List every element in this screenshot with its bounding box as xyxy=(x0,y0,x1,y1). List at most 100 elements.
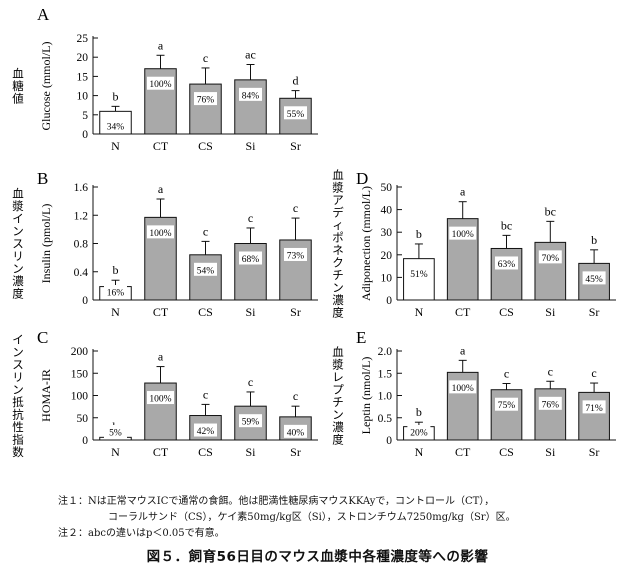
y-axis-label-jp-char: 漿 xyxy=(12,199,24,213)
pct-box xyxy=(449,226,477,240)
pct-label: 71% xyxy=(585,404,603,414)
y-axis-label-jp-char: 度 xyxy=(332,432,344,446)
y-tick-label: 40 xyxy=(381,205,393,217)
pct-label: 76% xyxy=(542,400,560,410)
pct-box xyxy=(582,400,606,414)
y-axis-label-jp: 血糖値 xyxy=(12,67,24,106)
y-tick-label: 0 xyxy=(82,435,88,447)
y-axis-label-jp-char: ン xyxy=(12,262,24,276)
panel-label: B xyxy=(37,169,48,188)
pct-box xyxy=(582,271,606,285)
pct-box xyxy=(284,424,307,438)
y-axis-label-jp-char: デ xyxy=(332,205,344,219)
note-2: 注２：abcの違いはp＜0.05で有意。 xyxy=(58,528,225,539)
y-tick-label: 50 xyxy=(77,413,89,425)
pct-box xyxy=(147,225,174,239)
x-category-label: Sr xyxy=(290,305,301,319)
y-tick-label: 1.0 xyxy=(378,391,393,403)
significance-letter: d xyxy=(293,74,299,88)
y-axis-label-jp-char: ン xyxy=(332,407,344,421)
y-axis-label-jp-char: 血 xyxy=(12,187,24,201)
x-category-label: CS xyxy=(198,445,213,459)
bar-Si xyxy=(534,388,567,441)
pct-box xyxy=(147,391,174,405)
y-axis-label-jp-char: 血 xyxy=(332,345,344,359)
bar-CS xyxy=(490,247,523,301)
significance-letter: a xyxy=(158,38,164,52)
y-axis-label: HOMA-IR xyxy=(39,369,53,422)
pct-box xyxy=(194,92,217,106)
y-axis-label-jp-char: 値 xyxy=(12,92,24,106)
y-axis-label-jp-char: イ xyxy=(12,212,24,226)
significance-letter: c xyxy=(293,389,298,403)
pct-label: 76% xyxy=(197,96,215,106)
y-axis-label-jp-char: 性 xyxy=(12,420,24,434)
y-axis-label: Glucose (mmol/L) xyxy=(39,42,53,131)
pct-box xyxy=(284,106,307,120)
pct-box xyxy=(407,425,431,438)
pct-label: 42% xyxy=(197,427,215,437)
chart-panel-C: Cインスリン抵抗性指数HOMA-IR050100150200b5%Na100%C… xyxy=(12,328,318,459)
pct-box xyxy=(239,414,262,428)
significance-letter: c xyxy=(203,387,208,401)
significance-letter: c xyxy=(548,364,553,378)
x-category-label: N xyxy=(111,305,120,319)
panel-label: C xyxy=(37,328,48,347)
pct-label: 84% xyxy=(242,91,260,101)
pct-label: 70% xyxy=(542,254,560,264)
pct-box xyxy=(538,396,562,410)
significance-letter: a xyxy=(460,185,466,199)
pct-box xyxy=(284,247,307,261)
pct-label: 51% xyxy=(410,270,428,280)
y-axis-label-jp-char: 濃 xyxy=(12,274,24,288)
figure-notes: 注１：Nは正常マウスICで通常の食餌。他は肥満性糖尿病マウスKKAyで，コントロ… xyxy=(58,494,628,542)
y-tick-label: 20 xyxy=(381,250,393,262)
y-axis-label-jp-char: チ xyxy=(332,395,344,409)
pct-label: 16% xyxy=(107,289,125,299)
x-category-label: N xyxy=(415,445,424,459)
significance-letter: b xyxy=(113,263,119,277)
x-category-label: Si xyxy=(545,305,556,319)
y-tick-label: 200 xyxy=(71,346,89,358)
y-axis-label-jp-char: プ xyxy=(332,382,344,396)
y-axis-label: Leptin (nmol/L) xyxy=(359,357,373,435)
x-category-label: Si xyxy=(545,445,556,459)
y-axis-label-jp-char: チ xyxy=(332,268,344,282)
pct-label: 20% xyxy=(410,429,428,439)
y-tick-label: 0 xyxy=(82,129,88,141)
y-tick-label: 0.4 xyxy=(74,267,89,279)
pct-box xyxy=(407,266,431,280)
pct-label: 100% xyxy=(452,230,474,240)
y-tick-label: 0 xyxy=(82,295,88,307)
pct-label: 100% xyxy=(452,384,474,394)
significance-letter: c xyxy=(203,224,208,238)
x-category-label: CT xyxy=(455,305,471,319)
y-axis-label-jp-char: 漿 xyxy=(332,180,344,194)
x-category-label: Si xyxy=(245,445,256,459)
x-category-label: Sr xyxy=(290,139,301,153)
y-axis-label-jp-char: 漿 xyxy=(332,357,344,371)
significance-letter: c xyxy=(248,211,253,225)
y-tick-label: 50 xyxy=(381,182,393,194)
pct-box xyxy=(449,380,477,394)
pct-label: 75% xyxy=(498,401,516,411)
x-category-label: CT xyxy=(153,445,169,459)
y-axis-label-jp-char: ン xyxy=(12,345,24,359)
x-category-label: Sr xyxy=(589,445,600,459)
x-category-label: Sr xyxy=(589,305,600,319)
y-axis-label-jp-char: 指 xyxy=(12,432,24,446)
bar-CS xyxy=(189,83,222,135)
x-category-label: CS xyxy=(198,139,213,153)
y-axis-label-jp-char: リ xyxy=(12,370,24,384)
y-axis-label-jp-char: ン xyxy=(332,280,344,294)
y-tick-label: 5 xyxy=(82,110,88,122)
x-category-label: Si xyxy=(245,139,256,153)
y-axis-label-jp-char: ポ xyxy=(332,230,344,244)
y-tick-label: 15 xyxy=(77,71,89,83)
